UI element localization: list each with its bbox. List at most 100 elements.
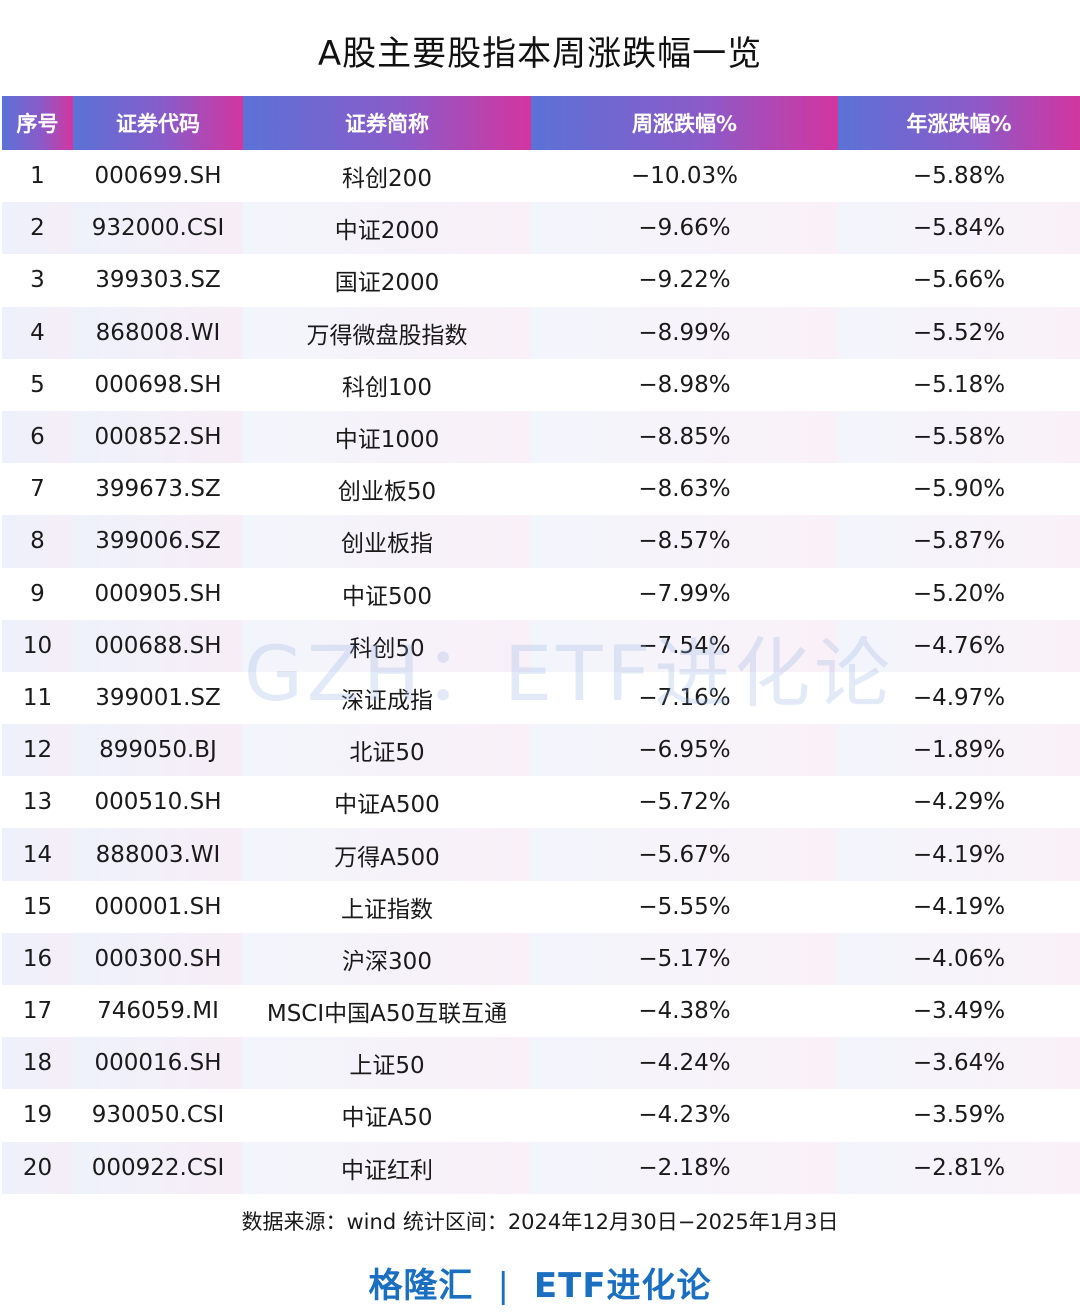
cell-no: 17: [2, 985, 73, 1038]
table-row: 17 746059.MI MSCI中国A50互联互通 −4.38% −3.49%: [2, 985, 1080, 1038]
cell-name: 中证A50: [243, 1089, 531, 1142]
cell-week-change: −8.85%: [531, 410, 838, 464]
table-row: 19 930050.CSI 中证A50 −4.23% −3.59%: [2, 1089, 1080, 1142]
cell-name: 上证指数: [243, 880, 531, 933]
cell-no: 3: [2, 254, 73, 307]
cell-no: 10: [2, 619, 73, 672]
cell-week-change: −7.99%: [531, 567, 838, 620]
table-row: 6 000852.SH 中证1000 −8.85% −5.58%: [2, 410, 1080, 464]
cell-code: 746059.MI: [73, 985, 243, 1038]
cell-no: 4: [2, 306, 73, 359]
table-row: 3 399303.SZ 国证2000 −9.22% −5.66%: [2, 254, 1080, 307]
table-row: 16 000300.SH 沪深300 −5.17% −4.06%: [2, 932, 1080, 985]
cell-name: 北证50: [243, 724, 531, 777]
cell-name: 上证50: [243, 1037, 531, 1090]
cell-name: 科创50: [243, 619, 531, 672]
cell-no: 7: [2, 463, 73, 516]
cell-week-change: −6.95%: [531, 724, 838, 777]
cell-year-change: −1.89%: [838, 724, 1080, 777]
cell-name: 创业板指: [243, 515, 531, 568]
cell-week-change: −8.57%: [531, 515, 838, 568]
table-row: 12 899050.BJ 北证50 −6.95% −1.89%: [2, 724, 1080, 777]
table-row: 13 000510.SH 中证A500 −5.72% −4.29%: [2, 776, 1080, 829]
cell-year-change: −2.81%: [838, 1141, 1080, 1194]
cell-no: 18: [2, 1037, 73, 1090]
cell-year-change: −3.64%: [838, 1037, 1080, 1090]
cell-code: 000698.SH: [73, 358, 243, 411]
cell-year-change: −5.87%: [838, 515, 1080, 568]
cell-week-change: −8.63%: [531, 463, 838, 516]
cell-year-change: −4.97%: [838, 671, 1080, 725]
cell-week-change: −7.54%: [531, 619, 838, 672]
table-row: 11 399001.SZ 深证成指 −7.16% −4.97%: [2, 671, 1080, 725]
cell-code: 868008.WI: [73, 306, 243, 359]
cell-no: 13: [2, 776, 73, 829]
cell-year-change: −3.49%: [838, 985, 1080, 1038]
cell-no: 1: [2, 150, 73, 203]
cell-name: 万得A500: [243, 828, 531, 881]
table-row: 9 000905.SH 中证500 −7.99% −5.20%: [2, 567, 1080, 620]
table-header: 序号 证券代码 证券简称 周涨跌幅% 年涨跌幅%: [2, 96, 1080, 150]
cell-week-change: −5.67%: [531, 828, 838, 881]
cell-code: 000016.SH: [73, 1037, 243, 1090]
table-row: 4 868008.WI 万得微盘股指数 −8.99% −5.52%: [2, 306, 1080, 359]
cell-code: 399006.SZ: [73, 515, 243, 568]
cell-year-change: −5.84%: [838, 202, 1080, 255]
cell-no: 14: [2, 828, 73, 881]
table-row: 8 399006.SZ 创业板指 −8.57% −5.87%: [2, 515, 1080, 568]
cell-no: 12: [2, 724, 73, 777]
data-source-note: 数据来源：wind 统计区间：2024年12月30日−2025年1月3日: [241, 1210, 839, 1234]
table-row: 14 888003.WI 万得A500 −5.67% −4.19%: [2, 828, 1080, 881]
cell-name: 创业板50: [243, 463, 531, 516]
cell-code: 000699.SH: [73, 150, 243, 203]
cell-no: 19: [2, 1089, 73, 1142]
cell-year-change: −4.19%: [838, 828, 1080, 881]
cell-code: 000922.CSI: [73, 1141, 243, 1194]
index-table: 序号 证券代码 证券简称 周涨跌幅% 年涨跌幅% 1 000699.SH 科创200…: [2, 96, 1080, 1194]
cell-code: 399673.SZ: [73, 463, 243, 516]
cell-year-change: −5.90%: [838, 463, 1080, 516]
cell-name: 中证A500: [243, 776, 531, 829]
table-row: 20 000922.CSI 中证红利 −2.18% −2.81%: [2, 1141, 1080, 1194]
cell-name: 万得微盘股指数: [243, 306, 531, 359]
header-week-change: 周涨跌幅%: [531, 96, 838, 150]
header-code: 证券代码: [73, 96, 243, 150]
cell-no: 2: [2, 202, 73, 255]
cell-name: 科创200: [243, 150, 531, 203]
cell-code: 888003.WI: [73, 828, 243, 881]
cell-year-change: −4.19%: [838, 880, 1080, 933]
cell-no: 15: [2, 880, 73, 933]
cell-name: 中证2000: [243, 202, 531, 255]
cell-week-change: −9.66%: [531, 202, 838, 255]
cell-week-change: −4.23%: [531, 1089, 838, 1142]
cell-name: 中证红利: [243, 1141, 531, 1194]
cell-code: 000905.SH: [73, 567, 243, 620]
cell-year-change: −5.88%: [838, 150, 1080, 203]
cell-week-change: −8.99%: [531, 306, 838, 359]
account-name: ETF进化论: [533, 1266, 712, 1306]
cell-no: 11: [2, 671, 73, 725]
cell-code: 399001.SZ: [73, 671, 243, 725]
header-name: 证券简称: [243, 96, 531, 150]
cell-year-change: −5.20%: [838, 567, 1080, 620]
cell-week-change: −5.72%: [531, 776, 838, 829]
cell-name: 深证成指: [243, 671, 531, 725]
cell-week-change: −5.55%: [531, 880, 838, 933]
cell-no: 6: [2, 410, 73, 464]
cell-code: 930050.CSI: [73, 1089, 243, 1142]
cell-week-change: −7.16%: [531, 671, 838, 725]
cell-name: 国证2000: [243, 254, 531, 307]
table-row: 10 000688.SH 科创50 −7.54% −4.76%: [2, 619, 1080, 672]
cell-year-change: −5.52%: [838, 306, 1080, 359]
cell-year-change: −5.18%: [838, 358, 1080, 411]
table-row: 1 000699.SH 科创200 −10.03% −5.88%: [2, 150, 1080, 203]
cell-name: 中证500: [243, 567, 531, 620]
table-row: 7 399673.SZ 创业板50 −8.63% −5.90%: [2, 463, 1080, 516]
cell-no: 8: [2, 515, 73, 568]
brand-separator: |: [497, 1266, 510, 1306]
cell-code: 932000.CSI: [73, 202, 243, 255]
cell-code: 899050.BJ: [73, 724, 243, 777]
cell-no: 16: [2, 932, 73, 985]
cell-year-change: −5.58%: [838, 410, 1080, 464]
cell-year-change: −4.29%: [838, 776, 1080, 829]
